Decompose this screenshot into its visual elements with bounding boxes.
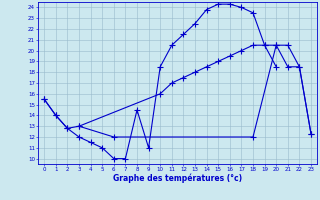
X-axis label: Graphe des températures (°c): Graphe des températures (°c): [113, 174, 242, 183]
